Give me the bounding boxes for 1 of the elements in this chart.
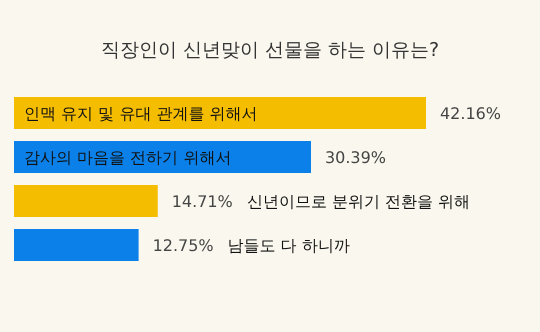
title: 직장인이 신년맞이 선물을 하는 이유는?: [100, 39, 440, 61]
